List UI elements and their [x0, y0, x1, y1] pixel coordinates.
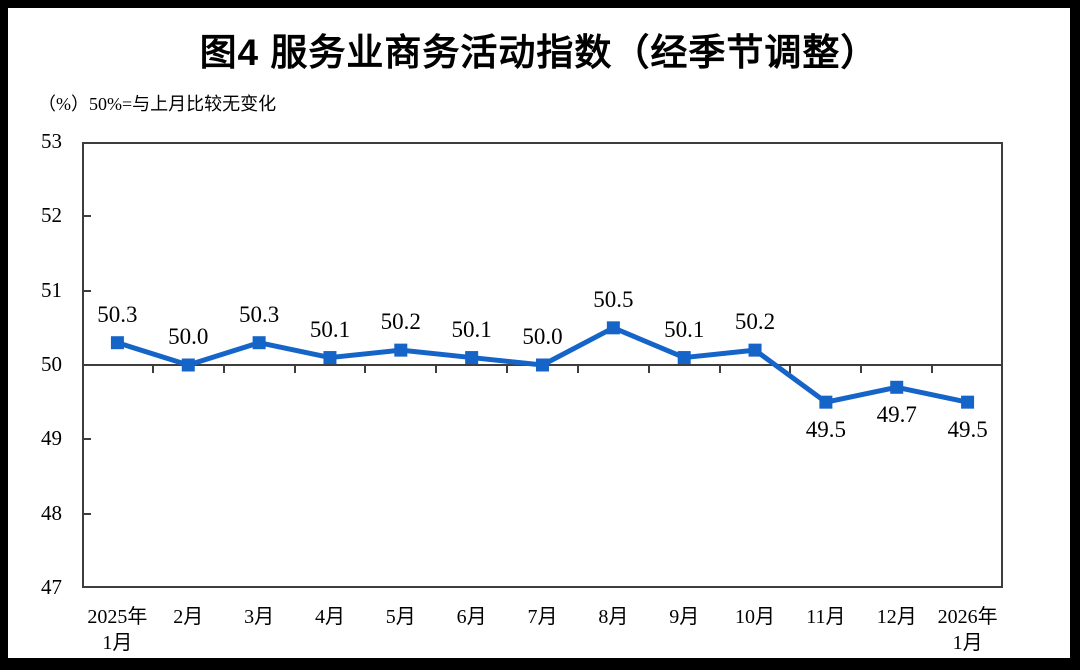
data-point-marker — [819, 395, 833, 409]
x-axis-label: 12月 — [876, 606, 917, 628]
y-axis-label: 47 — [41, 575, 62, 599]
x-axis-tick — [364, 365, 367, 373]
data-point-marker — [677, 351, 691, 365]
x-axis-tick — [435, 365, 438, 373]
data-point-marker — [252, 336, 266, 350]
data-point-marker — [890, 380, 904, 394]
x-axis-tick — [506, 365, 509, 373]
data-point-marker — [181, 358, 195, 372]
y-axis-label: 52 — [41, 203, 62, 228]
y-axis-label: 51 — [41, 277, 62, 302]
data-value-label: 50.1 — [664, 316, 705, 342]
x-axis-label: 2026年 1月 — [937, 606, 998, 654]
y-axis-label: 49 — [41, 426, 62, 451]
x-axis-label: 10月 — [735, 606, 776, 628]
x-axis-tick — [576, 365, 579, 373]
x-axis-tick — [151, 365, 154, 373]
data-point-marker — [961, 395, 975, 409]
data-point-marker — [323, 351, 337, 365]
y-axis-tick — [82, 438, 91, 441]
chart-subtitle: （%）50%=与上月比较无变化 — [38, 94, 277, 114]
y-axis-tick — [82, 512, 91, 515]
data-value-label: 50.2 — [734, 309, 776, 335]
x-axis-label: 2025年 1月 — [87, 606, 148, 654]
y-axis-label: 53 — [41, 129, 62, 153]
chart-title: 图4 服务业商务活动指数（经季节调整） — [199, 32, 879, 73]
x-axis-tick — [222, 365, 225, 373]
data-value-label: 50.0 — [168, 324, 209, 349]
x-axis-tick — [718, 365, 721, 373]
data-value-label: 50.3 — [97, 301, 138, 327]
data-value-label: 50.0 — [522, 324, 563, 349]
x-axis-tick — [293, 365, 296, 373]
data-point-marker — [536, 358, 549, 372]
y-axis-tick — [82, 289, 91, 292]
x-axis-label: 6月 — [456, 606, 487, 628]
data-point-marker — [606, 321, 620, 335]
data-point-marker — [748, 343, 762, 357]
x-axis-label: 9月 — [669, 606, 700, 628]
x-axis-label: 11月 — [806, 606, 846, 628]
x-axis-tick — [789, 365, 792, 373]
x-axis-label: 2月 — [173, 606, 204, 628]
data-value-label: 49.7 — [876, 402, 917, 428]
data-value-label: 50.5 — [593, 286, 634, 312]
x-axis-tick — [647, 365, 650, 373]
page: 图4 服务业商务活动指数（经季节调整） （%）50%=与上月比较无变化 47 48… — [8, 8, 1070, 658]
data-value-label: 50.1 — [309, 316, 351, 342]
data-value-label: 50.3 — [238, 301, 280, 327]
data-point-marker — [394, 343, 408, 357]
y-axis-label: 48 — [41, 500, 62, 525]
data-point-marker — [110, 336, 124, 350]
y-axis-tick — [82, 215, 91, 218]
x-axis-label: 3月 — [244, 606, 275, 628]
x-axis-label: 5月 — [385, 606, 416, 628]
y-axis-label: 50 — [41, 352, 62, 376]
index-line-series — [110, 321, 975, 409]
data-value-label: 50.1 — [451, 316, 492, 342]
x-axis-label: 8月 — [598, 606, 629, 628]
chart-layer: 47 48 49 50 51 52 53 50.3 50.0 50.3 50.1 50.2 50.1 50… — [8, 8, 1070, 658]
data-point-marker — [465, 351, 479, 365]
x-axis-label: 4月 — [314, 606, 345, 628]
data-value-label: 49.5 — [805, 417, 846, 443]
x-axis-tick — [931, 365, 934, 373]
data-value-label: 49.5 — [947, 417, 988, 443]
data-value-label: 50.2 — [380, 309, 421, 335]
x-axis-label: 7月 — [527, 606, 558, 628]
x-axis-tick — [860, 365, 863, 373]
